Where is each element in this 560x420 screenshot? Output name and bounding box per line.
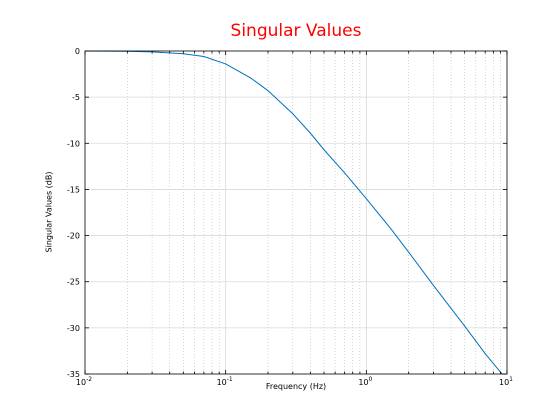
x-tick-label: 10-1 xyxy=(217,376,233,387)
y-tick-label: -30 xyxy=(67,324,80,333)
y-tick-label: -5 xyxy=(72,93,80,102)
y-axis-label: Singular Values (dB) xyxy=(44,171,54,253)
x-tick-label: 100 xyxy=(358,376,372,387)
x-axis-label: Frequency (Hz) xyxy=(265,382,327,391)
x-tick-label: 10-2 xyxy=(76,376,92,387)
axes-frame xyxy=(84,50,508,375)
below-axes-mask xyxy=(84,374,508,420)
y-tick-label: -15 xyxy=(67,185,80,194)
x-tick-label: 101 xyxy=(499,376,513,387)
axes-background xyxy=(85,51,507,374)
y-tick-label: -35 xyxy=(67,370,80,379)
y-tick-label: -10 xyxy=(67,139,80,148)
y-tick-label: -20 xyxy=(67,232,80,241)
y-tick-label: -25 xyxy=(67,278,80,287)
y-tick-label: 0 xyxy=(75,47,80,56)
singular-values-line xyxy=(84,50,508,380)
chart-title: Singular Values xyxy=(230,21,362,41)
